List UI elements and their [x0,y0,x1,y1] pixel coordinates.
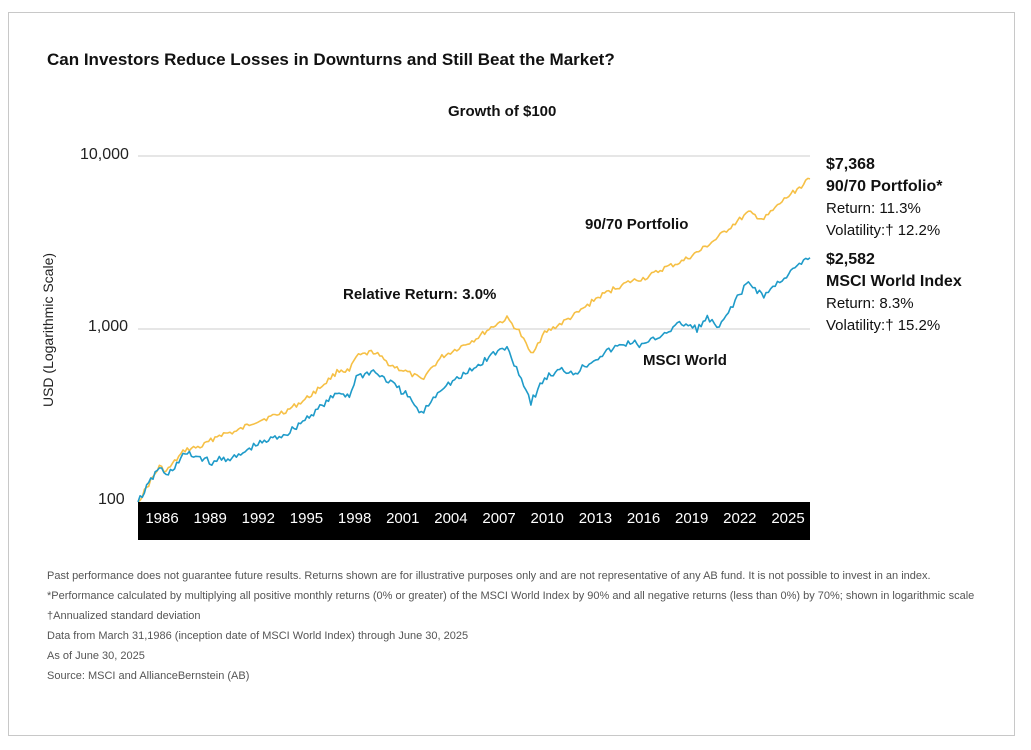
footnote: Source: MSCI and AllianceBernstein (AB) [47,670,250,682]
x-tick-label: 1986 [145,510,179,527]
footnote: Past performance does not guarantee futu… [47,570,931,582]
x-axis-bar [138,502,810,540]
x-tick-label: 1998 [337,510,372,527]
x-tick-label: 2007 [482,510,516,527]
x-tick-label: 2025 [771,510,805,527]
x-tick-label: 2022 [723,510,757,527]
footnote: †Annualized standard deviation [47,610,201,622]
chart-title: Can Investors Reduce Losses in Downturns… [47,50,615,69]
y-tick-label: 10,000 [80,146,129,163]
x-tick-label: 2010 [530,510,564,527]
msci-return: Return: 8.3% [826,295,914,312]
y-tick-label: 100 [98,491,125,508]
x-tick-label: 1989 [193,510,227,527]
portfolio-summary: $7,368 90/70 Portfolio* Return: 11.3% Vo… [826,154,942,242]
footnotes: Past performance does not guarantee futu… [47,566,974,686]
x-tick-label: 1992 [241,510,275,527]
msci-summary: $2,582 MSCI World Index Return: 8.3% Vol… [826,249,962,337]
msci-volatility: Volatility:† 15.2% [826,317,941,334]
msci-final-value: $2,582 [826,251,875,268]
series-line-portfolio [137,177,811,503]
footnote: *Performance calculated by multiplying a… [47,590,975,602]
x-tick-label: 2016 [626,510,661,527]
footnote: Data from March 31,1986 (inception date … [47,630,469,642]
portfolio-return: Return: 11.3% [826,200,921,217]
msci-line-label: MSCI World [643,352,727,369]
x-tick-label: 2013 [578,510,613,527]
footnote: As of June 30, 2025 [47,650,145,662]
chart-frame [8,12,1015,736]
x-tick-label: 2001 [386,510,420,527]
chart-subtitle: Growth of $100 [448,103,557,120]
series-line-msci [137,257,811,503]
portfolio-volatility: Volatility:† 12.2% [826,222,941,239]
relative-return-annotation: Relative Return: 3.0% [343,286,497,303]
x-tick-label: 2004 [434,510,468,527]
x-tick-label: 2019 [675,510,709,527]
msci-name: MSCI World Index [826,273,962,290]
portfolio-final-value: $7,368 [826,156,875,173]
portfolio-line-label: 90/70 Portfolio [585,216,689,233]
y-tick-label: 1,000 [88,318,129,335]
x-tick-label: 1995 [289,510,324,527]
portfolio-name: 90/70 Portfolio* [826,178,943,195]
